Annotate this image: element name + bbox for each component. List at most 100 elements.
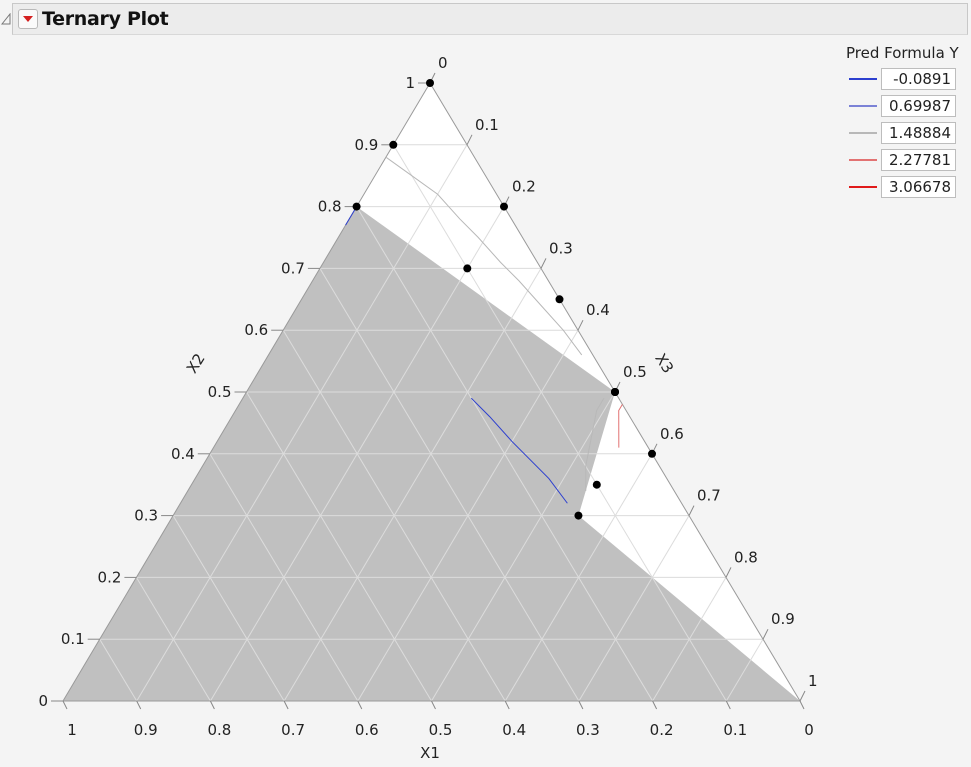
legend: Pred Formula Y -0.0891 0.69987 1.48884 2.27… bbox=[846, 43, 959, 200]
legend-value: 0.69987 bbox=[881, 94, 956, 117]
gridline-x3 bbox=[725, 638, 764, 702]
legend-item: 1.48884 bbox=[846, 119, 959, 146]
tick-label-x3: 0.4 bbox=[586, 301, 610, 319]
tick-label-x3: 0.7 bbox=[697, 487, 721, 505]
tick-x3 bbox=[762, 628, 769, 640]
tick-label-x2: 0.6 bbox=[244, 321, 268, 339]
tick-x1 bbox=[431, 700, 436, 710]
tick-x1 bbox=[283, 700, 289, 710]
legend-item: -0.0891 bbox=[846, 65, 959, 92]
gridline-x1 bbox=[135, 577, 211, 702]
tick-x3 bbox=[466, 134, 473, 146]
tick-label-x3: 0.5 bbox=[623, 363, 647, 381]
data-point bbox=[500, 202, 508, 211]
tick-label-x1: 0.2 bbox=[650, 721, 674, 739]
gridline-x3 bbox=[652, 577, 727, 702]
tick-x1 bbox=[136, 700, 142, 710]
data-point bbox=[389, 140, 398, 149]
data-point bbox=[463, 264, 472, 273]
tick-label-x3: 0.6 bbox=[660, 425, 684, 443]
tick-label-x2: 0.8 bbox=[318, 198, 342, 216]
axis-title-x2: X2 bbox=[183, 350, 209, 376]
gridline-x1 bbox=[209, 453, 359, 702]
contour-line bbox=[618, 404, 623, 448]
tick-label-x1: 0.3 bbox=[576, 721, 600, 739]
tick-label-x2: 0.1 bbox=[61, 630, 85, 648]
tick-label-x2: 0.2 bbox=[98, 568, 122, 586]
tick-x1 bbox=[209, 700, 215, 710]
feasible-region bbox=[356, 83, 800, 701]
tick-label-x1: 0 bbox=[804, 721, 814, 739]
gridline-x3 bbox=[431, 391, 616, 702]
tick-x1 bbox=[578, 700, 584, 710]
tick-label-x2: 0.5 bbox=[208, 383, 232, 401]
gridline-x1 bbox=[392, 144, 727, 702]
legend-item: 2.27781 bbox=[846, 146, 959, 173]
tick-label-x3: 0.8 bbox=[734, 548, 758, 566]
tick-label-x3: 0.9 bbox=[771, 610, 795, 628]
tick-label-x2: 0.3 bbox=[134, 507, 158, 525]
gridline-x1 bbox=[99, 638, 138, 702]
tick-x3 bbox=[688, 505, 695, 516]
data-point bbox=[574, 511, 583, 520]
tick-label-x2: 0.9 bbox=[354, 136, 378, 154]
tick-label-x2: 0 bbox=[38, 692, 48, 710]
axis-title-x1: X1 bbox=[420, 744, 440, 762]
data-point bbox=[611, 388, 619, 396]
tick-label-x1: 0.8 bbox=[207, 721, 231, 739]
tick-label-x2: 0.7 bbox=[281, 259, 305, 277]
legend-swatch bbox=[849, 158, 877, 161]
legend-item: 0.69987 bbox=[846, 92, 959, 119]
contour-line bbox=[385, 156, 583, 356]
tick-label-x3: 0.3 bbox=[549, 239, 573, 257]
tick-label-x3: 0.1 bbox=[475, 116, 499, 134]
data-point bbox=[352, 202, 361, 211]
tick-label-x1: 0.1 bbox=[723, 721, 747, 739]
tick-x1 bbox=[357, 700, 363, 710]
tick-label-x3: 0 bbox=[438, 54, 448, 72]
gridline-x3 bbox=[578, 515, 690, 702]
gridline-x3 bbox=[136, 144, 468, 702]
gridline-x3 bbox=[504, 453, 653, 702]
contour-line bbox=[470, 397, 568, 504]
tick-label-x3: 1 bbox=[808, 672, 818, 690]
legend-swatch bbox=[849, 104, 877, 107]
legend-value: 3.06678 bbox=[881, 175, 956, 198]
page-title: Ternary Plot bbox=[42, 8, 169, 30]
outline-header: Ternary Plot bbox=[0, 3, 968, 35]
legend-value: -0.0891 bbox=[881, 67, 956, 90]
collapse-triangle-icon[interactable] bbox=[0, 12, 12, 26]
tick-x1 bbox=[504, 700, 510, 710]
data-point bbox=[648, 449, 656, 458]
tick-label-x2: 1 bbox=[405, 74, 415, 92]
tick-x1 bbox=[799, 700, 805, 710]
tick-x1 bbox=[725, 700, 731, 710]
legend-title: Pred Formula Y bbox=[846, 44, 959, 62]
tick-label-x2: 0.4 bbox=[171, 445, 195, 463]
axis-title-x3: X3 bbox=[651, 350, 677, 376]
legend-value: 2.27781 bbox=[881, 148, 956, 171]
tick-x3 bbox=[540, 258, 547, 269]
tick-x3 bbox=[799, 690, 806, 702]
tick-x1 bbox=[62, 700, 68, 710]
tick-x3 bbox=[577, 319, 584, 331]
tick-label-x1: 0.5 bbox=[429, 721, 453, 739]
tick-label-x1: 0.9 bbox=[134, 721, 158, 739]
legend-value: 1.48884 bbox=[881, 121, 956, 144]
data-point bbox=[592, 480, 601, 489]
legend-item: 3.06678 bbox=[846, 173, 959, 200]
legend-swatch bbox=[849, 185, 877, 188]
tick-x1 bbox=[652, 700, 658, 710]
contour-line bbox=[585, 397, 605, 491]
tick-label-x3: 0.2 bbox=[512, 178, 536, 196]
tick-label-x1: 0.4 bbox=[502, 721, 526, 739]
gridline-x1 bbox=[172, 515, 285, 702]
gridline-x1 bbox=[246, 391, 432, 702]
red-dropdown-menu-icon[interactable] bbox=[18, 9, 38, 29]
gridline-x1 bbox=[319, 268, 580, 702]
grid-lines bbox=[99, 144, 764, 702]
tick-label-x1: 0.6 bbox=[355, 721, 379, 739]
data-point bbox=[426, 79, 434, 87]
gridline-x3 bbox=[283, 268, 542, 702]
